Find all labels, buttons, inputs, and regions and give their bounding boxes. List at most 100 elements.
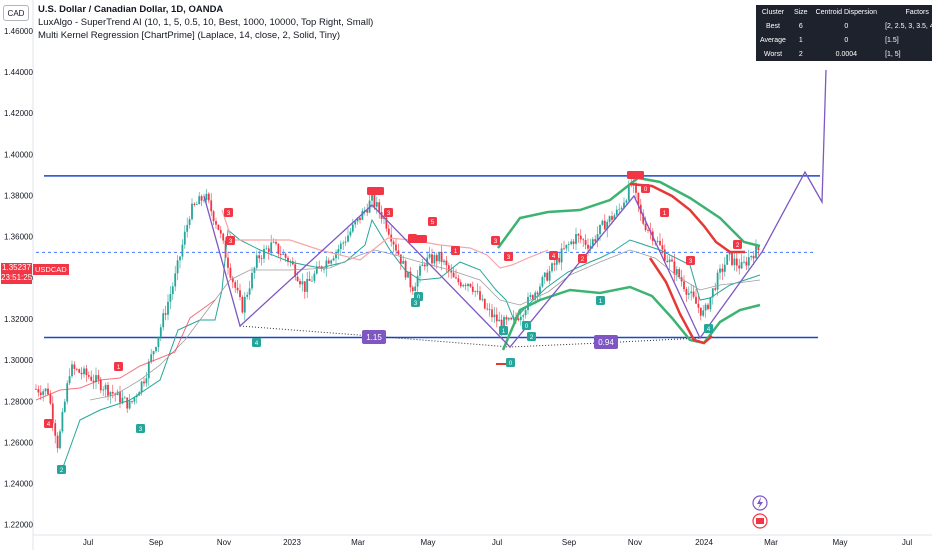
candle-body bbox=[685, 289, 688, 295]
time-tick-label: Sep bbox=[149, 538, 164, 547]
range-label: 0.94 bbox=[598, 338, 614, 347]
dispersion-header: Centroid Dispersion bbox=[815, 8, 878, 16]
bull-signal-label: 0 bbox=[417, 295, 421, 301]
bull-signal-label: 4 bbox=[707, 327, 711, 333]
candle-body bbox=[443, 260, 445, 263]
candle-body bbox=[486, 308, 489, 310]
candle-body bbox=[755, 246, 757, 259]
candle-body bbox=[524, 310, 527, 316]
time-tick-label: Jul bbox=[902, 538, 912, 547]
symbol-button[interactable]: CAD bbox=[3, 5, 29, 21]
cluster-row-average: Average 1 0 [1.5] bbox=[756, 33, 932, 47]
candle-body bbox=[385, 217, 388, 229]
range-label-box bbox=[362, 330, 386, 344]
bull-signal-box bbox=[596, 296, 605, 305]
candle-body bbox=[239, 290, 241, 297]
candle-body bbox=[193, 203, 196, 205]
price-tick-label: 1.44000 bbox=[4, 68, 33, 77]
candle-body bbox=[85, 368, 88, 376]
time-tick-label: Nov bbox=[628, 538, 642, 547]
candle-body bbox=[503, 317, 505, 329]
candle-body bbox=[558, 257, 561, 263]
current-price: 1.35237 bbox=[2, 263, 31, 272]
bull-signal-label: 2 bbox=[530, 335, 534, 341]
candle-body bbox=[392, 241, 395, 245]
candle-body bbox=[174, 273, 177, 287]
price-tick-label: 1.46000 bbox=[4, 27, 33, 36]
candle-body bbox=[255, 255, 258, 268]
indicator-kernel-label[interactable]: Multi Kernel Regression [ChartPrime] (La… bbox=[38, 30, 341, 41]
candle-body bbox=[457, 278, 460, 283]
candle-body bbox=[728, 252, 731, 255]
candle-body bbox=[469, 283, 472, 287]
candle-body bbox=[747, 257, 750, 266]
candle-body bbox=[697, 303, 700, 308]
adaptive-ma-line bbox=[89, 249, 761, 401]
candle-body bbox=[479, 291, 481, 300]
indicator-supertrend-label[interactable]: LuxAlgo - SuperTrend AI (10, 1, 5, 0.5, … bbox=[38, 17, 374, 28]
time-tick-label: Jul bbox=[83, 538, 93, 547]
candle-body bbox=[584, 240, 587, 245]
candle-body bbox=[366, 210, 369, 213]
candle-body bbox=[236, 287, 239, 291]
chart-title: U.S. Dollar / Canadian Dollar, 1D, OANDA bbox=[38, 4, 224, 15]
candle-body bbox=[560, 248, 563, 263]
candle-body bbox=[421, 264, 424, 267]
candle-body bbox=[661, 245, 664, 250]
time-tick-label: 2024 bbox=[695, 538, 713, 547]
time-tick-label: 2023 bbox=[283, 538, 301, 547]
cluster-table-header: Cluster Size Centroid Dispersion Factors bbox=[756, 5, 932, 19]
candle-body bbox=[325, 260, 328, 269]
candle-body bbox=[181, 244, 184, 257]
candle-body bbox=[272, 241, 275, 243]
bear-signal-box bbox=[578, 254, 587, 263]
candle-body bbox=[546, 272, 549, 281]
candle-body bbox=[704, 304, 707, 311]
factors-header: Factors bbox=[905, 8, 929, 16]
candle-body bbox=[147, 361, 150, 379]
candle-body bbox=[539, 286, 541, 295]
time-axis: Jul Sep Nov 2023 Mar May Jul Sep Nov 2024 Mar May Ju… bbox=[83, 538, 912, 547]
range-dotted-line bbox=[239, 325, 701, 348]
candle-body bbox=[711, 288, 714, 298]
candle-body bbox=[591, 239, 594, 246]
price-tick-label: 1.40000 bbox=[4, 150, 33, 159]
candle-body bbox=[270, 242, 273, 253]
candle-body bbox=[83, 368, 85, 375]
bear-signal-box bbox=[660, 208, 669, 217]
candle-body bbox=[577, 234, 580, 236]
time-tick-label: Nov bbox=[217, 538, 231, 547]
bar-countdown: 23:51:25 bbox=[1, 273, 33, 282]
candle-body bbox=[279, 253, 282, 255]
candle-body bbox=[164, 313, 167, 315]
price-tick-label: 1.22000 bbox=[4, 521, 33, 530]
bull-signal-box bbox=[136, 424, 145, 433]
candle-body bbox=[203, 199, 205, 201]
candle-body bbox=[378, 202, 381, 213]
candle-body bbox=[176, 260, 179, 274]
signal-markers: 1.150.94413353121314332023401214300 bbox=[44, 171, 742, 474]
candle-body bbox=[687, 293, 690, 295]
candle-body bbox=[467, 283, 469, 287]
candle-body bbox=[517, 318, 520, 321]
candle-body bbox=[44, 388, 47, 392]
size-cell: 6 bbox=[798, 22, 803, 30]
candle-body bbox=[128, 400, 131, 409]
candle-body bbox=[152, 351, 155, 355]
candle-body bbox=[159, 327, 162, 337]
candle-body bbox=[195, 204, 198, 205]
size-cell: 1 bbox=[798, 36, 803, 44]
price-tick-label: 1.42000 bbox=[4, 109, 33, 118]
candle-body bbox=[35, 388, 37, 390]
candle-body bbox=[519, 316, 522, 321]
time-tick-label: Mar bbox=[764, 538, 778, 547]
candle-body bbox=[450, 270, 453, 273]
candle-body bbox=[59, 431, 61, 449]
bear-signal-highlight bbox=[367, 187, 384, 195]
bear-signal-label: 1 bbox=[454, 249, 458, 255]
candle-body bbox=[344, 241, 347, 243]
bear-signal-box bbox=[733, 240, 742, 249]
candle-body bbox=[169, 294, 172, 302]
candle-body bbox=[49, 394, 52, 404]
